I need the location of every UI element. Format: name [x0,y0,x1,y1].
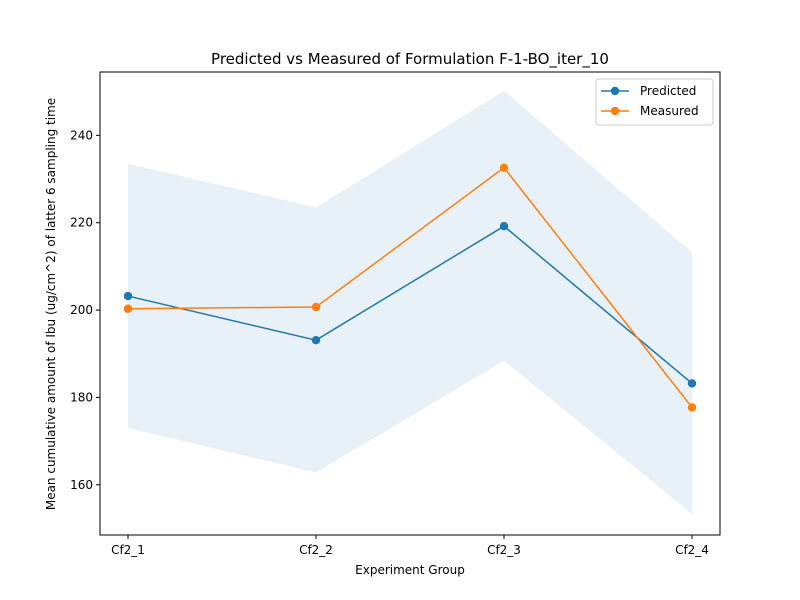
y-tick-label: 200 [70,303,93,317]
series-measured [123,163,697,412]
series-predicted [123,221,697,388]
legend: Predicted Measured [595,78,714,126]
x-tick-label: Cf2_3 [487,543,521,557]
data-point-measured [311,302,321,312]
confidence-band [128,90,692,515]
x-tick-label: Cf2_1 [111,543,145,557]
data-point-predicted [311,335,321,345]
y-tick-label: 220 [70,216,93,230]
x-tick-label: Cf2_2 [299,543,333,557]
legend-marker-predicted [610,86,620,96]
legend-label-measured: Measured [640,104,699,118]
data-point-predicted [499,221,509,231]
y-tick-label: 160 [70,478,93,492]
series-line-measured [127,166,693,408]
y-axis-label: Mean cumulative amount of Ibu (ug/cm^2) … [44,98,58,510]
data-point-predicted [123,291,133,301]
data-point-predicted [687,379,697,388]
data-point-measured [687,403,697,412]
legend-label-predicted: Predicted [640,84,696,98]
x-axis-label: Experiment Group [355,563,465,577]
x-axis: Cf2_1 Cf2_2 Cf2_3 Cf2_4 [111,535,709,557]
legend-marker-measured [610,106,620,116]
plot-area-frame [99,71,721,536]
y-tick-label: 240 [70,128,93,142]
data-point-measured [123,304,133,313]
series-layer [123,163,697,412]
data-point-measured [499,163,509,172]
y-axis: 160 180 200 220 240 [70,128,100,492]
band-area [128,90,692,515]
series-line-predicted [127,225,693,385]
y-tick-label: 180 [70,390,93,404]
chart-title: Predicted vs Measured of Formulation F-1… [211,50,609,69]
x-tick-label: Cf2_4 [675,543,709,557]
